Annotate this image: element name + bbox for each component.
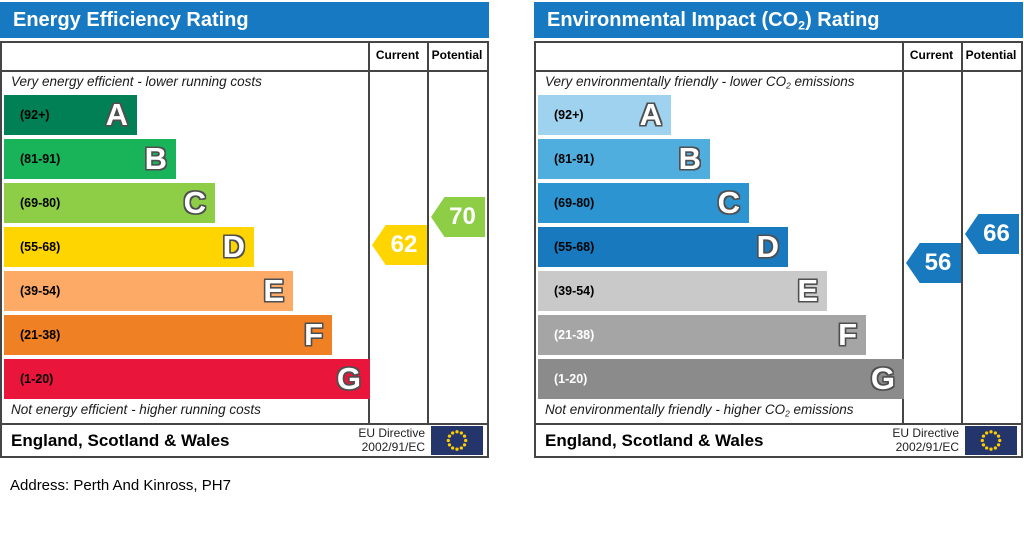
band-range-label: (39-54) xyxy=(20,284,61,298)
band-bar-a: (92+) A xyxy=(4,95,137,135)
band-letter: F xyxy=(838,317,857,352)
potential-rating-value: 70 xyxy=(449,203,476,230)
co2-chart-title: Environmental Impact (CO xyxy=(547,9,799,31)
band-range-label: (69-80) xyxy=(554,196,595,210)
band-range-label: (92+) xyxy=(20,108,50,122)
eu-flag-icon xyxy=(965,426,1017,455)
eu-directive-line1: EU Directive xyxy=(358,425,425,440)
band-bar-c: (69-80) C xyxy=(538,183,749,223)
band-bar-d: (55-68) D xyxy=(4,227,254,267)
band-letter: D xyxy=(222,229,245,264)
potential-rating-arrow: 66 xyxy=(965,214,1019,254)
band-letter: B xyxy=(144,141,167,176)
chart-footer: England, Scotland & Wales EU Directive 2… xyxy=(2,425,487,456)
band-bar-d: (55-68) D xyxy=(538,227,788,267)
band-bar-e: (39-54) E xyxy=(4,271,293,311)
region-label: England, Scotland & Wales xyxy=(545,430,764,450)
band-range-label: (1-20) xyxy=(20,372,54,386)
bottom-caption-sub: 2 xyxy=(785,408,790,419)
current-rating-value: 56 xyxy=(924,249,952,276)
top-caption-text: Very energy efficient - lower running co… xyxy=(11,74,262,89)
top-caption-post: emissions xyxy=(790,74,855,89)
header-row-divider xyxy=(2,70,487,72)
band-letter: D xyxy=(756,229,779,264)
eu-directive-label: EU Directive 2002/91/EC xyxy=(358,425,425,455)
bottom-caption-post: emissions xyxy=(789,402,854,417)
column-divider xyxy=(427,43,429,423)
co2-chart-title-bar: Environmental Impact (CO2) Rating xyxy=(534,2,1023,38)
current-rating-arrow: 62 xyxy=(372,225,427,265)
band-range-label: (21-38) xyxy=(20,328,61,342)
band-bar-e: (39-54) E xyxy=(538,271,827,311)
header-row-divider xyxy=(536,70,1021,72)
top-caption: Very energy efficient - lower running co… xyxy=(11,74,262,90)
band-bar-b: (81-91) B xyxy=(4,139,176,179)
eu-flag-icon xyxy=(431,426,483,455)
environmental-impact-chart: Environmental Impact (CO2) Rating Curren… xyxy=(534,0,1023,458)
eu-directive-label: EU Directive 2002/91/EC xyxy=(892,425,959,455)
band-range-label: (55-68) xyxy=(20,240,61,254)
eu-directive-line1: EU Directive xyxy=(892,425,959,440)
band-range-label: (92+) xyxy=(554,108,584,122)
band-bar-b: (81-91) B xyxy=(538,139,710,179)
band-letter: B xyxy=(678,141,701,176)
band-letter: F xyxy=(304,317,323,352)
energy-efficiency-chart: Energy Efficiency Rating Current Potenti… xyxy=(0,0,489,458)
band-range-label: (39-54) xyxy=(554,284,595,298)
band-bar-g: (1-20) G xyxy=(4,359,370,399)
bottom-caption: Not environmentally friendly - higher CO… xyxy=(545,402,854,418)
top-caption-sub: 2 xyxy=(786,80,791,91)
potential-rating-value: 66 xyxy=(983,220,1010,247)
address-line: Address: Perth And Kinross, PH7 xyxy=(10,477,231,494)
region-label: England, Scotland & Wales xyxy=(11,430,230,450)
band-letter: A xyxy=(639,97,662,132)
band-bar-f: (21-38) F xyxy=(4,315,332,355)
bottom-caption: Not energy efficient - higher running co… xyxy=(11,402,261,418)
top-caption-text: Very environmentally friendly - lower CO xyxy=(545,74,787,89)
energy-chart-title-bar: Energy Efficiency Rating xyxy=(0,2,489,38)
band-letter: G xyxy=(336,361,361,396)
current-rating-arrow: 56 xyxy=(906,243,961,283)
band-letter: C xyxy=(717,185,740,220)
band-bar-f: (21-38) F xyxy=(538,315,866,355)
band-range-label: (81-91) xyxy=(20,152,61,166)
potential-column-header: Potential xyxy=(431,48,483,62)
column-divider xyxy=(902,43,904,423)
band-range-label: (55-68) xyxy=(554,240,595,254)
band-letter: G xyxy=(870,361,895,396)
band-letter: C xyxy=(183,185,206,220)
band-range-label: (81-91) xyxy=(554,152,595,166)
band-letter: A xyxy=(105,97,128,132)
band-bar-c: (69-80) C xyxy=(4,183,215,223)
band-bar-a: (92+) A xyxy=(538,95,671,135)
potential-rating-arrow: 70 xyxy=(431,197,485,237)
chart-footer: England, Scotland & Wales EU Directive 2… xyxy=(536,425,1021,456)
column-divider xyxy=(961,43,963,423)
footer-row-divider xyxy=(2,423,487,425)
band-range-label: (69-80) xyxy=(20,196,61,210)
energy-chart-title: Energy Efficiency Rating xyxy=(13,9,249,31)
band-bar-g: (1-20) G xyxy=(538,359,904,399)
current-column-header: Current xyxy=(375,48,420,62)
column-divider xyxy=(368,43,370,423)
energy-chart-body: Current Potential Very energy efficient … xyxy=(0,41,489,458)
current-rating-value: 62 xyxy=(390,231,418,258)
co2-chart-body: Current Potential Very environmentally f… xyxy=(534,41,1023,458)
potential-column-header: Potential xyxy=(965,48,1017,62)
band-range-label: (1-20) xyxy=(554,372,588,386)
co2-chart-title-post: ) Rating xyxy=(805,9,880,31)
band-range-label: (21-38) xyxy=(554,328,595,342)
band-letter: E xyxy=(797,273,818,308)
current-column-header: Current xyxy=(909,48,954,62)
co2-chart-title-sub: 2 xyxy=(798,18,806,33)
band-letter: E xyxy=(263,273,284,308)
eu-directive-line2: 2002/91/EC xyxy=(895,439,959,454)
top-caption: Very environmentally friendly - lower CO… xyxy=(545,74,855,90)
footer-row-divider xyxy=(536,423,1021,425)
bottom-caption-text: Not environmentally friendly - higher CO xyxy=(545,402,786,417)
bottom-caption-text: Not energy efficient - higher running co… xyxy=(11,402,261,417)
eu-directive-line2: 2002/91/EC xyxy=(361,439,425,454)
